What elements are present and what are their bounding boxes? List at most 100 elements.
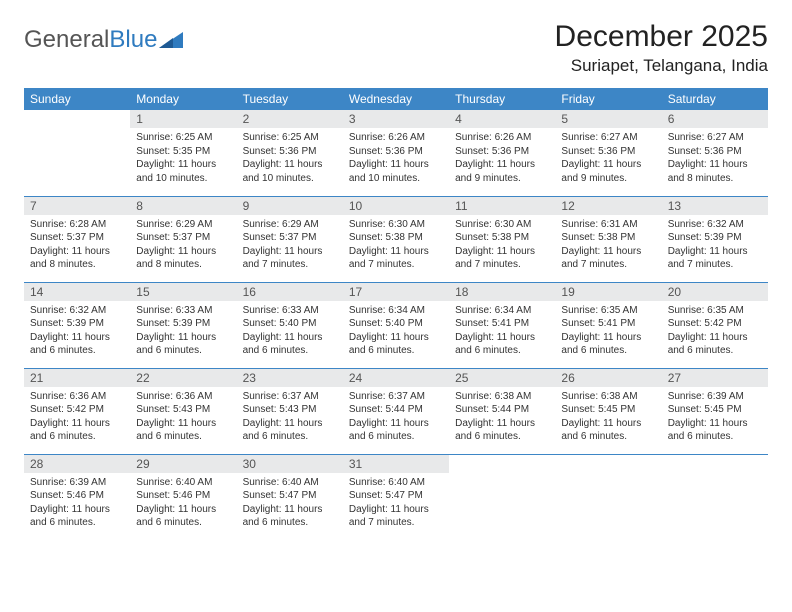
day-details: Sunrise: 6:37 AMSunset: 5:43 PMDaylight:…	[237, 387, 343, 448]
daylight-text: Daylight: 11 hours and 6 minutes.	[455, 331, 549, 358]
day-details: Sunrise: 6:40 AMSunset: 5:47 PMDaylight:…	[237, 473, 343, 534]
sunrise-text: Sunrise: 6:25 AM	[136, 131, 230, 145]
daylight-text: Daylight: 11 hours and 6 minutes.	[243, 417, 337, 444]
sunset-text: Sunset: 5:46 PM	[30, 489, 124, 503]
day-number: 27	[662, 369, 768, 387]
sunrise-text: Sunrise: 6:39 AM	[668, 390, 762, 404]
daylight-text: Daylight: 11 hours and 10 minutes.	[136, 158, 230, 185]
sunrise-text: Sunrise: 6:29 AM	[243, 218, 337, 232]
daylight-text: Daylight: 11 hours and 6 minutes.	[668, 331, 762, 358]
calendar-cell: 17Sunrise: 6:34 AMSunset: 5:40 PMDayligh…	[343, 282, 449, 368]
calendar-cell: 25Sunrise: 6:38 AMSunset: 5:44 PMDayligh…	[449, 368, 555, 454]
day-number: 25	[449, 369, 555, 387]
sunrise-text: Sunrise: 6:26 AM	[349, 131, 443, 145]
day-details: Sunrise: 6:27 AMSunset: 5:36 PMDaylight:…	[555, 128, 661, 189]
day-details: Sunrise: 6:39 AMSunset: 5:46 PMDaylight:…	[24, 473, 130, 534]
sunset-text: Sunset: 5:47 PM	[349, 489, 443, 503]
month-title: December 2025	[555, 20, 768, 54]
daylight-text: Daylight: 11 hours and 6 minutes.	[136, 503, 230, 530]
sunset-text: Sunset: 5:36 PM	[668, 145, 762, 159]
day-number: 22	[130, 369, 236, 387]
sunrise-text: Sunrise: 6:35 AM	[668, 304, 762, 318]
calendar-cell: 24Sunrise: 6:37 AMSunset: 5:44 PMDayligh…	[343, 368, 449, 454]
sunset-text: Sunset: 5:37 PM	[30, 231, 124, 245]
daylight-text: Daylight: 11 hours and 6 minutes.	[349, 417, 443, 444]
day-number: 26	[555, 369, 661, 387]
sunrise-text: Sunrise: 6:27 AM	[668, 131, 762, 145]
sunset-text: Sunset: 5:45 PM	[668, 403, 762, 417]
calendar-cell: 21Sunrise: 6:36 AMSunset: 5:42 PMDayligh…	[24, 368, 130, 454]
day-details: Sunrise: 6:29 AMSunset: 5:37 PMDaylight:…	[237, 215, 343, 276]
logo: GeneralBlue	[24, 20, 185, 54]
sunrise-text: Sunrise: 6:25 AM	[243, 131, 337, 145]
weekday-header-row: Sunday Monday Tuesday Wednesday Thursday…	[24, 88, 768, 110]
day-number: 5	[555, 110, 661, 128]
daylight-text: Daylight: 11 hours and 7 minutes.	[349, 503, 443, 530]
day-number: 12	[555, 197, 661, 215]
daylight-text: Daylight: 11 hours and 7 minutes.	[668, 245, 762, 272]
day-details: Sunrise: 6:25 AMSunset: 5:35 PMDaylight:…	[130, 128, 236, 189]
day-details: Sunrise: 6:36 AMSunset: 5:42 PMDaylight:…	[24, 387, 130, 448]
day-number: 4	[449, 110, 555, 128]
daylight-text: Daylight: 11 hours and 8 minutes.	[30, 245, 124, 272]
calendar-cell: 4Sunrise: 6:26 AMSunset: 5:36 PMDaylight…	[449, 110, 555, 196]
daylight-text: Daylight: 11 hours and 10 minutes.	[243, 158, 337, 185]
day-details: Sunrise: 6:38 AMSunset: 5:44 PMDaylight:…	[449, 387, 555, 448]
day-number: 17	[343, 283, 449, 301]
sunset-text: Sunset: 5:38 PM	[349, 231, 443, 245]
day-number	[24, 110, 130, 128]
daylight-text: Daylight: 11 hours and 6 minutes.	[243, 503, 337, 530]
calendar-cell: 13Sunrise: 6:32 AMSunset: 5:39 PMDayligh…	[662, 196, 768, 282]
day-details: Sunrise: 6:34 AMSunset: 5:41 PMDaylight:…	[449, 301, 555, 362]
calendar-cell: 8Sunrise: 6:29 AMSunset: 5:37 PMDaylight…	[130, 196, 236, 282]
sunrise-text: Sunrise: 6:35 AM	[561, 304, 655, 318]
day-number: 31	[343, 455, 449, 473]
daylight-text: Daylight: 11 hours and 6 minutes.	[136, 417, 230, 444]
daylight-text: Daylight: 11 hours and 6 minutes.	[668, 417, 762, 444]
day-number: 28	[24, 455, 130, 473]
daylight-text: Daylight: 11 hours and 10 minutes.	[349, 158, 443, 185]
sunset-text: Sunset: 5:44 PM	[455, 403, 549, 417]
day-details: Sunrise: 6:35 AMSunset: 5:41 PMDaylight:…	[555, 301, 661, 362]
daylight-text: Daylight: 11 hours and 7 minutes.	[243, 245, 337, 272]
daylight-text: Daylight: 11 hours and 6 minutes.	[561, 417, 655, 444]
weekday-header: Sunday	[24, 88, 130, 110]
weekday-header: Monday	[130, 88, 236, 110]
title-block: December 2025 Suriapet, Telangana, India	[555, 20, 768, 76]
day-number: 3	[343, 110, 449, 128]
sunset-text: Sunset: 5:42 PM	[30, 403, 124, 417]
day-number: 10	[343, 197, 449, 215]
calendar-cell: 5Sunrise: 6:27 AMSunset: 5:36 PMDaylight…	[555, 110, 661, 196]
sunrise-text: Sunrise: 6:28 AM	[30, 218, 124, 232]
calendar-cell: 12Sunrise: 6:31 AMSunset: 5:38 PMDayligh…	[555, 196, 661, 282]
sunrise-text: Sunrise: 6:29 AM	[136, 218, 230, 232]
day-details: Sunrise: 6:30 AMSunset: 5:38 PMDaylight:…	[343, 215, 449, 276]
calendar-cell: 10Sunrise: 6:30 AMSunset: 5:38 PMDayligh…	[343, 196, 449, 282]
sunset-text: Sunset: 5:38 PM	[455, 231, 549, 245]
day-number: 7	[24, 197, 130, 215]
sunset-text: Sunset: 5:38 PM	[561, 231, 655, 245]
sunset-text: Sunset: 5:35 PM	[136, 145, 230, 159]
sunrise-text: Sunrise: 6:39 AM	[30, 476, 124, 490]
day-details: Sunrise: 6:30 AMSunset: 5:38 PMDaylight:…	[449, 215, 555, 276]
calendar-cell: 31Sunrise: 6:40 AMSunset: 5:47 PMDayligh…	[343, 454, 449, 540]
day-number: 23	[237, 369, 343, 387]
calendar-cell: 20Sunrise: 6:35 AMSunset: 5:42 PMDayligh…	[662, 282, 768, 368]
sunrise-text: Sunrise: 6:33 AM	[136, 304, 230, 318]
day-number: 14	[24, 283, 130, 301]
sunrise-text: Sunrise: 6:36 AM	[30, 390, 124, 404]
day-number: 11	[449, 197, 555, 215]
day-details: Sunrise: 6:37 AMSunset: 5:44 PMDaylight:…	[343, 387, 449, 448]
calendar-cell: 30Sunrise: 6:40 AMSunset: 5:47 PMDayligh…	[237, 454, 343, 540]
day-number: 16	[237, 283, 343, 301]
calendar-cell	[24, 110, 130, 196]
day-details: Sunrise: 6:38 AMSunset: 5:45 PMDaylight:…	[555, 387, 661, 448]
calendar-cell: 22Sunrise: 6:36 AMSunset: 5:43 PMDayligh…	[130, 368, 236, 454]
day-number	[449, 455, 555, 473]
day-details: Sunrise: 6:33 AMSunset: 5:39 PMDaylight:…	[130, 301, 236, 362]
day-details: Sunrise: 6:32 AMSunset: 5:39 PMDaylight:…	[24, 301, 130, 362]
daylight-text: Daylight: 11 hours and 9 minutes.	[455, 158, 549, 185]
sunset-text: Sunset: 5:37 PM	[243, 231, 337, 245]
sunrise-text: Sunrise: 6:30 AM	[349, 218, 443, 232]
daylight-text: Daylight: 11 hours and 6 minutes.	[349, 331, 443, 358]
